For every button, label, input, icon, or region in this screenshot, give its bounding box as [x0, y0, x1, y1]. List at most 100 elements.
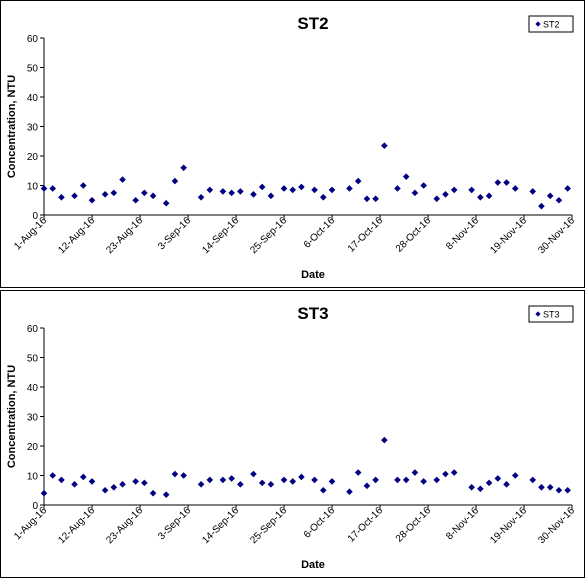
data-point [381, 142, 388, 149]
data-point [420, 182, 427, 189]
data-point [197, 194, 205, 201]
data-point [71, 192, 78, 200]
data-point [237, 188, 244, 195]
data-point [402, 476, 410, 484]
data-point [328, 478, 336, 485]
data-point [40, 489, 48, 497]
data-point [363, 195, 371, 203]
data-point [141, 189, 148, 197]
data-point [79, 182, 87, 189]
x-axis-title: Date [301, 269, 325, 281]
data-point [149, 489, 157, 497]
data-point [433, 476, 441, 484]
x-tick-label: 28-Oct-16 [394, 505, 434, 545]
data-point [58, 476, 65, 484]
legend-label: ST3 [543, 310, 560, 320]
data-point [149, 192, 157, 200]
data-point [394, 476, 401, 484]
data-point [71, 481, 78, 488]
data-point [49, 185, 57, 192]
x-tick-label: 8-Nov-16 [444, 505, 481, 542]
x-tick-label: 17-Oct-16 [346, 505, 386, 545]
data-point [258, 183, 266, 191]
data-point [420, 478, 427, 485]
data-point [250, 191, 257, 198]
x-tick-label: 12-Aug-16 [56, 505, 97, 546]
data-point [546, 484, 554, 491]
data-point [450, 469, 458, 476]
data-point [228, 189, 235, 197]
data-point [110, 189, 118, 197]
data-point [280, 185, 288, 192]
data-point [477, 194, 484, 201]
y-tick-label: 40 [27, 93, 39, 104]
data-point [346, 488, 353, 496]
data-point [503, 481, 510, 488]
data-point [49, 472, 57, 479]
data-point [311, 476, 318, 484]
data-point [228, 475, 235, 482]
data-point [298, 473, 305, 481]
x-tick-label: 23-Aug-16 [104, 505, 145, 546]
y-tick-label: 50 [27, 64, 39, 75]
x-tick-label: 25-Sep-16 [248, 505, 289, 546]
y-tick-label: 40 [27, 383, 39, 394]
data-point [442, 191, 449, 198]
y-tick-label: 20 [27, 152, 39, 163]
x-tick-label: 30-Nov-16 [536, 215, 577, 256]
data-point [485, 192, 493, 200]
x-tick-label: 28-Oct-16 [394, 215, 434, 255]
x-tick-label: 6-Oct-16 [302, 215, 338, 251]
chart-panel-st2: ST2 0 10 20 30 40 50 60 1-Aug-16 12-Aug-16 23-Aug-… [0, 0, 585, 288]
x-tick-label: 30-Nov-16 [536, 505, 577, 546]
data-point [468, 186, 475, 194]
data-point [267, 192, 275, 200]
legend-marker [535, 21, 541, 27]
data-point [237, 481, 244, 488]
data-point [529, 188, 537, 195]
x-tick-label: 12-Aug-16 [56, 215, 97, 256]
data-point [132, 478, 139, 485]
data-point [319, 486, 327, 494]
data-point [162, 199, 170, 207]
x-tick-label: 1-Aug-16 [12, 505, 49, 542]
y-tick-label: 10 [27, 182, 39, 193]
data-point [197, 481, 205, 488]
legend-label: ST2 [543, 20, 560, 30]
data-point [411, 189, 419, 197]
data-point [171, 177, 179, 185]
legend: ST3 [528, 305, 574, 323]
data-point [88, 196, 96, 204]
x-tick-label: 3-Sep-16 [156, 215, 193, 252]
data-point [280, 476, 288, 484]
data-point [546, 192, 554, 200]
data-point [180, 472, 187, 479]
y-tick-label: 60 [27, 324, 39, 335]
data-point [250, 470, 257, 478]
x-tick-label: 1-Aug-16 [12, 215, 49, 252]
data-point [494, 179, 502, 186]
data-point [171, 470, 179, 478]
data-point [503, 179, 510, 186]
x-tick-label: 3-Sep-16 [156, 505, 193, 542]
x-tick-label: 19-Nov-16 [488, 505, 529, 546]
x-tick-label: 23-Aug-16 [104, 215, 145, 256]
data-point [206, 186, 214, 194]
data-point [538, 202, 545, 210]
data-point [511, 472, 519, 479]
data-point [394, 185, 401, 192]
data-point [219, 188, 227, 195]
data-point [363, 482, 371, 490]
data-point [511, 185, 519, 192]
x-tick-label: 17-Oct-16 [346, 215, 386, 255]
data-point [328, 186, 336, 194]
legend-marker [535, 311, 541, 317]
data-point [88, 478, 96, 485]
data-point [494, 475, 502, 482]
data-point [110, 484, 118, 491]
chart-title: ST3 [297, 304, 328, 323]
data-point [538, 484, 545, 491]
y-tick-label: 0 [32, 211, 38, 222]
chart-title: ST2 [297, 14, 328, 33]
chart-st2: ST2 0 10 20 30 40 50 60 1-Aug-16 12-Aug-16 23-Aug-… [6, 14, 577, 281]
